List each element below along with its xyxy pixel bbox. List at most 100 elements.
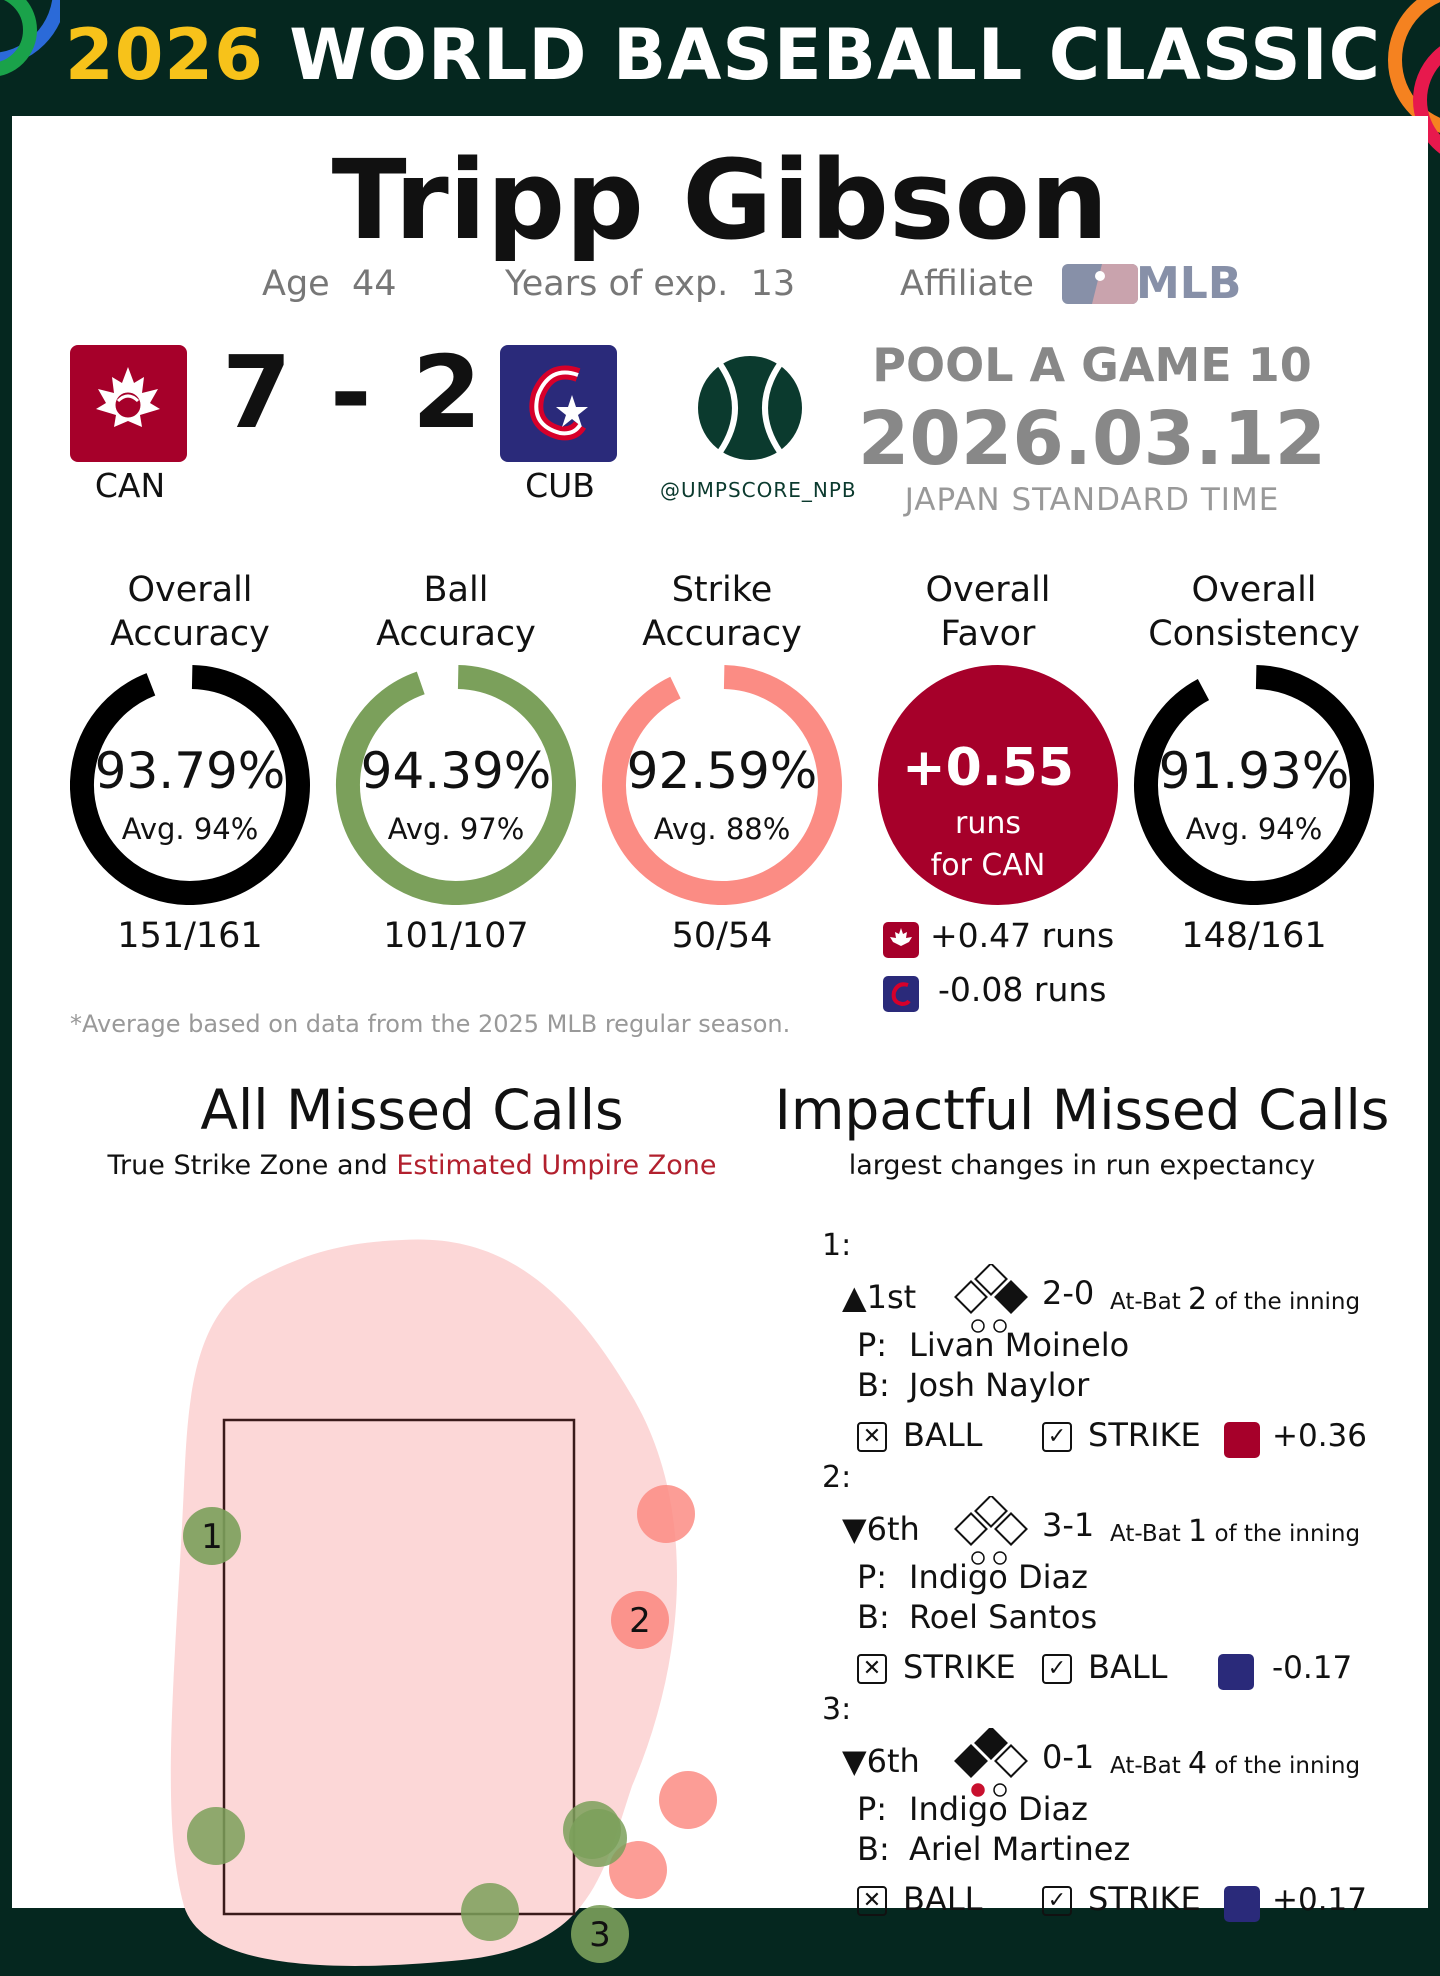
atbat-label: At-Bat xyxy=(1110,1521,1181,1547)
impact-call-correct: ✓ STRIKE xyxy=(1042,1416,1201,1454)
impact-call-pitcher-label: P: xyxy=(857,1326,888,1364)
base-diamond-icon xyxy=(954,1728,1028,1797)
check-box-icon: ✓ xyxy=(1042,1654,1072,1684)
header-title: 2026 WORLD BASEBALL CLASSIC xyxy=(65,14,1381,96)
overall-accuracy-label-2: Accuracy xyxy=(110,614,270,654)
all-missed-calls-subtitle: True Strike Zone and Estimated Umpire Zo… xyxy=(72,1150,752,1181)
impact-call-pitcher-label: P: xyxy=(857,1790,888,1828)
impact-call-delta: -0.17 xyxy=(1272,1650,1353,1686)
missed-call-label-3: 3 xyxy=(589,1915,611,1955)
ball-accuracy-label-2: Accuracy xyxy=(376,614,536,654)
umpscore-handle: @UMPSCORE_NPB xyxy=(660,478,857,502)
experience-info: Years of exp. 13 xyxy=(505,264,795,304)
actual-call-label: BALL xyxy=(903,1416,983,1454)
cub-mini-logo-icon xyxy=(1218,1654,1254,1690)
overall-consistency-value: 91.93% xyxy=(1158,742,1350,800)
missed-call-dot-1 xyxy=(183,1507,241,1565)
impact-call-inning: ▼6th xyxy=(842,1510,920,1548)
impact-call-correct: ✓ BALL xyxy=(1042,1648,1168,1686)
overall-favor-label-1: Overall xyxy=(925,570,1051,610)
strike-accuracy-label: Strike Accuracy xyxy=(592,568,852,656)
can-team-logo-icon xyxy=(70,345,187,462)
missed-call-dot xyxy=(609,1841,667,1899)
x-box-icon: ✕ xyxy=(857,1422,887,1452)
cub-team-logo-icon xyxy=(500,345,617,462)
corner-rings-left-icon xyxy=(0,0,60,76)
overall-accuracy-value: 93.79% xyxy=(94,742,286,800)
all-missed-calls-title: All Missed Calls xyxy=(200,1078,624,1142)
missed-call-label-1: 1 xyxy=(201,1517,223,1557)
affiliate-value: MLB xyxy=(1136,258,1242,309)
overall-consistency-label-1: Overall xyxy=(1191,570,1317,610)
overall-favor-team: for CAN xyxy=(930,848,1046,883)
atbat-suffix: of the inning xyxy=(1214,1289,1361,1315)
can-favor-runs: +0.47 runs xyxy=(930,916,1115,955)
impact-call-pitcher-label: P: xyxy=(857,1558,888,1596)
base-diamond-icon xyxy=(954,1496,1028,1565)
umpire-name: Tripp Gibson xyxy=(331,136,1109,264)
impact-call-atbat: At-Bat 1 of the inning xyxy=(1110,1514,1360,1549)
home-score: 2 xyxy=(412,334,482,451)
impact-call-pitcher: Indigo Diaz xyxy=(909,1790,1088,1828)
impact-call-count: 2-0 xyxy=(1042,1274,1095,1312)
x-box-icon: ✕ xyxy=(857,1886,887,1916)
correct-call-label: STRIKE xyxy=(1088,1880,1201,1918)
home-abbr: CUB xyxy=(525,466,595,505)
base-diamond-icon xyxy=(954,1264,1028,1333)
game-timezone: JAPAN STANDARD TIME xyxy=(904,482,1280,518)
impact-call-number: 2: xyxy=(822,1460,852,1495)
impact-call-pitcher: Indigo Diaz xyxy=(909,1558,1088,1596)
header-year: 2026 xyxy=(65,14,264,96)
ball-accuracy-value: 94.39% xyxy=(360,742,552,800)
check-box-icon: ✓ xyxy=(1042,1886,1072,1916)
overall-accuracy-avg: Avg. 94% xyxy=(121,812,259,846)
atbat-number: 2 xyxy=(1188,1282,1208,1317)
game-date: 2026.03.12 xyxy=(857,396,1327,482)
umpire-card: Tripp Gibson Age 44 Years of exp. 13 Aff… xyxy=(12,116,1428,1966)
overall-favor-disc xyxy=(878,665,1118,905)
true-zone-caption: True Strike Zone and xyxy=(107,1150,397,1181)
exp-value: 13 xyxy=(750,264,796,304)
header-event: WORLD BASEBALL CLASSIC xyxy=(289,14,1382,96)
affiliate-label: Affiliate xyxy=(900,264,1034,304)
cub-mini-logo-icon xyxy=(1224,1886,1260,1922)
strike-accuracy-label-1: Strike xyxy=(671,570,773,610)
age-info: Age 44 xyxy=(262,264,397,304)
impactful-missed-calls-subtitle: largest changes in run expectancy xyxy=(848,1150,1316,1181)
impact-call-number: 1: xyxy=(822,1228,852,1263)
ball-accuracy-ring xyxy=(336,665,576,905)
overall-favor-label: Overall Favor xyxy=(858,568,1118,656)
exp-label: Years of exp. xyxy=(505,264,729,304)
impact-call-batter-label: B: xyxy=(857,1830,890,1868)
ball-accuracy-count: 101/107 xyxy=(383,916,529,956)
away-abbr: CAN xyxy=(94,466,166,505)
x-box-icon: ✕ xyxy=(857,1654,887,1684)
impact-call-count: 0-1 xyxy=(1042,1738,1095,1776)
check-box-icon: ✓ xyxy=(1042,1422,1072,1452)
atbat-label: At-Bat xyxy=(1110,1753,1181,1779)
impact-call-batter-label: B: xyxy=(857,1366,890,1404)
footnote: *Average based on data from the 2025 MLB… xyxy=(70,1010,791,1038)
overall-consistency-label-2: Consistency xyxy=(1148,614,1360,654)
missed-call-dot xyxy=(461,1883,519,1941)
overall-consistency-count: 148/161 xyxy=(1181,916,1327,956)
impact-call-actual: ✕ BALL xyxy=(857,1416,983,1454)
atbat-suffix: of the inning xyxy=(1214,1521,1361,1547)
strike-accuracy-label-2: Accuracy xyxy=(642,614,802,654)
missed-call-label-2: 2 xyxy=(629,1601,651,1641)
impact-call-count: 3-1 xyxy=(1042,1506,1095,1544)
game-title: POOL A GAME 10 xyxy=(872,338,1312,392)
can-mini-logo-icon xyxy=(1224,1422,1260,1458)
impact-call-atbat: At-Bat 2 of the inning xyxy=(1110,1282,1360,1317)
impact-call-batter-label: B: xyxy=(857,1598,890,1636)
overall-accuracy-label: Overall Accuracy xyxy=(60,568,320,656)
true-strike-zone xyxy=(222,1418,576,1916)
atbat-number: 1 xyxy=(1188,1514,1208,1549)
strike-accuracy-avg: Avg. 88% xyxy=(653,812,791,846)
impact-call-batter: Roel Santos xyxy=(909,1598,1098,1636)
impact-call-batter: Josh Naylor xyxy=(909,1366,1090,1404)
impact-call-inning: ▲1st xyxy=(842,1278,917,1316)
cub-favor-runs: -0.08 runs xyxy=(938,970,1107,1009)
score-dash: - xyxy=(330,334,372,451)
header-banner: 2026 WORLD BASEBALL CLASSIC xyxy=(0,0,1440,154)
